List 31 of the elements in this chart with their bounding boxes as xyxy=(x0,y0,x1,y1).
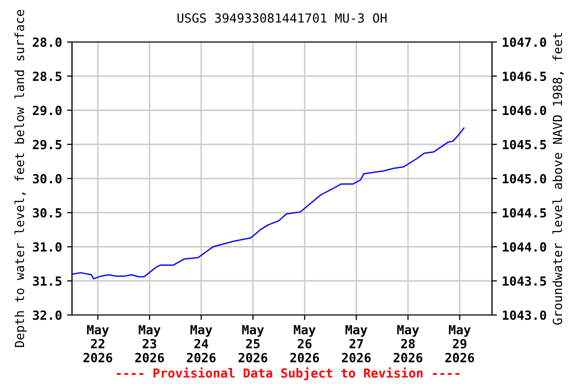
x-tick-label: May 25 2026 xyxy=(238,325,268,362)
y-tick-label: 31.0 xyxy=(32,242,62,252)
y2-tick-label: 1044.0 xyxy=(502,242,546,252)
y-tick-label: 32.0 xyxy=(32,310,62,320)
x-tick-label: May 27 2026 xyxy=(342,325,371,362)
chart-title: USGS 394933081441701 MU-3 OH xyxy=(178,13,387,23)
y-tick-label: 30.5 xyxy=(32,208,62,218)
y2-tick-label: 1043.5 xyxy=(502,276,546,286)
x-tick-label: May 23 2026 xyxy=(135,325,164,362)
x-tick-label: May 26 2026 xyxy=(290,325,319,362)
y-tick-label: 29.5 xyxy=(32,140,62,150)
y-tick-label: 28.5 xyxy=(32,72,62,82)
y2-tick-label: 1047.0 xyxy=(502,37,546,47)
y2-tick-label: 1045.5 xyxy=(502,140,546,150)
y2-tick-label: 1046.5 xyxy=(502,72,546,82)
text: ---- Provisional Data Subject to Revision ---- xyxy=(116,367,460,380)
x-tick-label: May 22 2026 xyxy=(83,325,112,362)
x-tick-label: May 29 2026 xyxy=(445,325,474,362)
line-series xyxy=(72,127,465,280)
y-tick-label: 31.5 xyxy=(32,276,62,286)
y2-tick-label: 1045.0 xyxy=(502,174,546,184)
y-tick-label: 29.0 xyxy=(32,106,62,116)
y2-tick-label: 1043.0 xyxy=(502,310,546,320)
y2-axis-title: Groundwater level above NAVD 1988, feet xyxy=(552,32,564,325)
x-tick-label: May 28 2026 xyxy=(394,325,422,362)
y2-tick-label: 1044.5 xyxy=(502,208,546,218)
y-tick-label: 30.0 xyxy=(32,174,62,184)
x-tick-label: May 24 2026 xyxy=(186,325,216,362)
y-axis-title: Depth to water level, feet below land surface xyxy=(14,10,27,347)
y-tick-label: 28.0 xyxy=(32,37,62,47)
y2-tick-label: 1046.0 xyxy=(502,106,546,116)
